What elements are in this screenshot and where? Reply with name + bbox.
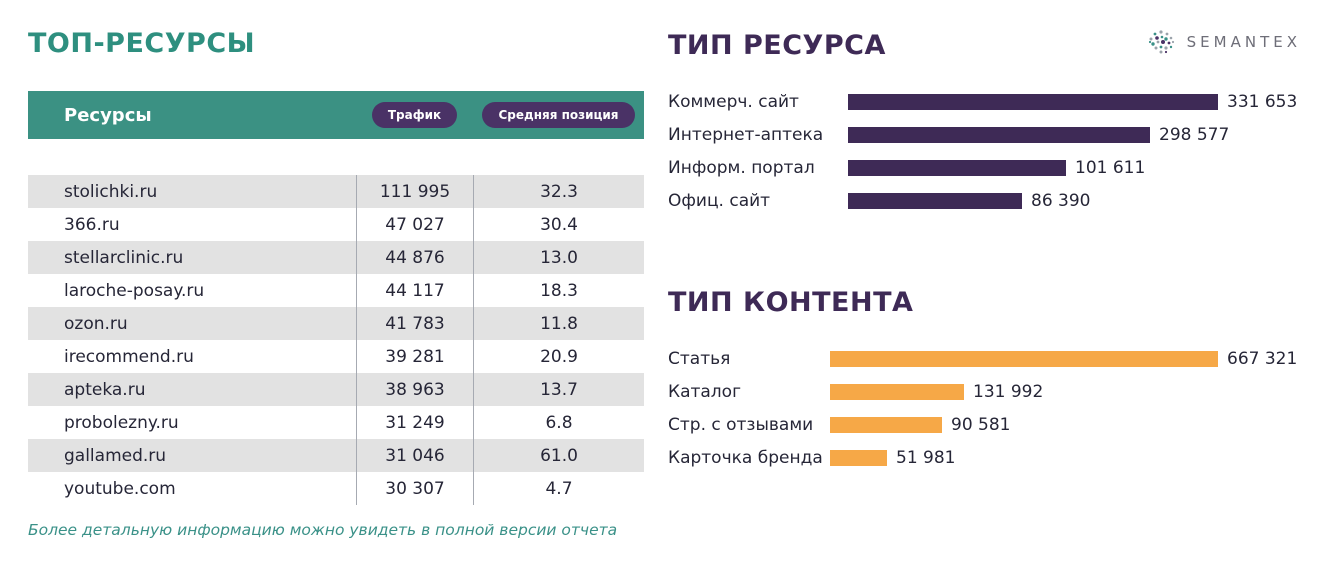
resource-type-title: ТИП РЕСУРСА <box>668 30 886 61</box>
bar-category-label: Информ. портал <box>668 157 815 178</box>
bar-value-label: 101 611 <box>1075 157 1146 178</box>
position-cell: 30.4 <box>473 208 644 241</box>
traffic-cell: 31 046 <box>356 439 473 472</box>
bar-category-label: Интернет-аптека <box>668 124 824 145</box>
traffic-cell: 39 281 <box>356 340 473 373</box>
bar-value-label: 667 321 <box>1227 348 1298 369</box>
bar <box>848 192 1022 209</box>
bar <box>848 159 1066 176</box>
bar-row: Статья 667 321 <box>668 342 1316 375</box>
bar-row: Стр. с отзывами 90 581 <box>668 408 1316 441</box>
resources-table-header: Ресурсы Трафик Средняя позиция <box>28 91 644 139</box>
avg-position-badge: Средняя позиция <box>482 102 635 128</box>
position-cell: 4.7 <box>473 472 644 505</box>
semantex-logo: SEMANTEX <box>1145 26 1301 58</box>
bar-value-label: 86 390 <box>1031 190 1091 211</box>
resource-cell: stolichki.ru <box>64 181 158 202</box>
bar-row: Каталог 131 992 <box>668 375 1316 408</box>
table-row: apteka.ru 38 963 13.7 <box>28 373 644 406</box>
resource-cell: stellarclinic.ru <box>64 247 184 268</box>
top-resources-title: ТОП-РЕСУРСЫ <box>28 28 256 59</box>
table-row: gallamed.ru 31 046 61.0 <box>28 439 644 472</box>
bar-value-label: 90 581 <box>951 414 1011 435</box>
bar-value-label: 331 653 <box>1227 91 1298 112</box>
bar-category-label: Офиц. сайт <box>668 190 771 211</box>
bar <box>830 350 1218 367</box>
resource-cell: probolezny.ru <box>64 412 179 433</box>
position-cell: 13.0 <box>473 241 644 274</box>
bar-value-label: 131 992 <box>973 381 1044 402</box>
table-row: ozon.ru 41 783 11.8 <box>28 307 644 340</box>
bar-category-label: Коммерч. сайт <box>668 91 799 112</box>
footnote: Более детальную информацию можно увидеть… <box>28 521 618 539</box>
table-row: stellarclinic.ru 44 876 13.0 <box>28 241 644 274</box>
table-row: probolezny.ru 31 249 6.8 <box>28 406 644 439</box>
traffic-cell: 47 027 <box>356 208 473 241</box>
bar <box>830 383 964 400</box>
position-cell: 32.3 <box>473 175 644 208</box>
position-cell: 61.0 <box>473 439 644 472</box>
bar-category-label: Каталог <box>668 381 742 402</box>
content-type-chart: Статья 667 321 Каталог 131 992 Стр. с отзыва… <box>668 342 1316 474</box>
avg-position-column-header: Средняя позиция <box>473 102 644 128</box>
position-cell: 11.8 <box>473 307 644 340</box>
table-row: laroche-posay.ru 44 117 18.3 <box>28 274 644 307</box>
bar <box>848 126 1150 143</box>
bar <box>830 416 942 433</box>
traffic-cell: 30 307 <box>356 472 473 505</box>
charts-section: ТИП РЕСУРСА Коммерч. сайт 331 653 Интернет… <box>668 0 1316 474</box>
table-row: stolichki.ru 111 995 32.3 <box>28 175 644 208</box>
top-resources-section: ТОП-РЕСУРСЫ Ресурсы Трафик Средняя позиц… <box>28 0 644 539</box>
resource-cell: irecommend.ru <box>64 346 194 367</box>
resource-cell: youtube.com <box>64 478 176 499</box>
traffic-cell: 38 963 <box>356 373 473 406</box>
resources-table: Ресурсы Трафик Средняя позиция stolichki… <box>28 91 644 505</box>
semantex-logo-icon <box>1148 30 1174 54</box>
resource-cell: apteka.ru <box>64 379 146 400</box>
bar-row: Интернет-аптека 298 577 <box>668 118 1316 151</box>
bar <box>830 449 887 466</box>
bar-value-label: 298 577 <box>1159 124 1230 145</box>
bar-row: Коммерч. сайт 331 653 <box>668 85 1316 118</box>
bar-category-label: Статья <box>668 348 731 369</box>
traffic-column-header: Трафик <box>356 102 473 128</box>
bar-row: Карточка бренда 51 981 <box>668 441 1316 474</box>
bar-value-label: 51 981 <box>896 447 956 468</box>
traffic-cell: 41 783 <box>356 307 473 340</box>
bar <box>848 93 1218 110</box>
resource-type-chart: Коммерч. сайт 331 653 Интернет-аптека 298 5… <box>668 85 1316 217</box>
bar-category-label: Карточка бренда <box>668 447 823 468</box>
bar-row: Офиц. сайт 86 390 <box>668 184 1316 217</box>
bar-category-label: Стр. с отзывами <box>668 414 814 435</box>
resource-cell: gallamed.ru <box>64 445 167 466</box>
resources-column-header: Ресурсы <box>64 104 152 126</box>
resource-cell: 366.ru <box>64 214 120 235</box>
traffic-cell: 44 117 <box>356 274 473 307</box>
position-cell: 6.8 <box>473 406 644 439</box>
table-row: irecommend.ru 39 281 20.9 <box>28 340 644 373</box>
traffic-badge: Трафик <box>371 102 458 128</box>
content-type-title: ТИП КОНТЕНТА <box>668 287 914 318</box>
position-cell: 20.9 <box>473 340 644 373</box>
traffic-cell: 31 249 <box>356 406 473 439</box>
semantex-logo-text: SEMANTEX <box>1186 33 1301 51</box>
resource-cell: laroche-posay.ru <box>64 280 205 301</box>
table-row: youtube.com 30 307 4.7 <box>28 472 644 505</box>
bar-row: Информ. портал 101 611 <box>668 151 1316 184</box>
resources-table-body: stolichki.ru 111 995 32.3 366.ru 47 027 30.4 s… <box>28 175 644 505</box>
traffic-cell: 111 995 <box>356 175 473 208</box>
table-row: 366.ru 47 027 30.4 <box>28 208 644 241</box>
position-cell: 13.7 <box>473 373 644 406</box>
position-cell: 18.3 <box>473 274 644 307</box>
resource-cell: ozon.ru <box>64 313 128 334</box>
traffic-cell: 44 876 <box>356 241 473 274</box>
